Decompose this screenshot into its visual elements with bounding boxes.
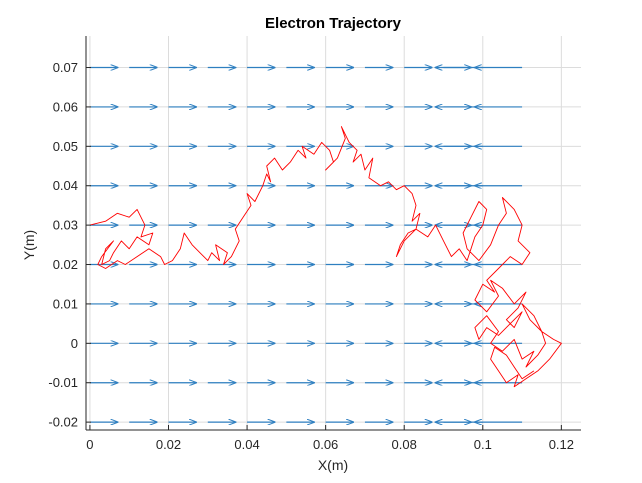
field-vectors <box>89 68 523 423</box>
x-tick-labels: 0 0.02 0.04 0.06 0.08 0.1 0.12 <box>86 437 574 452</box>
x-axis-label: X(m) <box>318 457 348 473</box>
y-axis-label: Y(m) <box>21 230 37 260</box>
x-tick-label: 0.08 <box>392 437 417 452</box>
y-tick-label: 0.02 <box>53 257 78 272</box>
y-tick-label: 0.04 <box>53 178 78 193</box>
trajectory-line <box>89 126 562 388</box>
x-tick-label: 0.06 <box>313 437 338 452</box>
y-tick-label: -0.01 <box>48 375 78 390</box>
y-tick-label: -0.02 <box>48 415 78 430</box>
y-tick-label: 0.07 <box>53 60 78 75</box>
x-tick-label: 0.04 <box>234 437 259 452</box>
y-tick-label: 0 <box>71 336 78 351</box>
x-tick-label: 0.12 <box>549 437 574 452</box>
x-tick-label: 0.1 <box>474 437 492 452</box>
y-tick-label: 0.05 <box>53 139 78 154</box>
y-tick-label: 0.01 <box>53 296 78 311</box>
plot-area <box>86 36 581 430</box>
x-tick-label: 0 <box>86 437 93 452</box>
axes <box>85 36 581 431</box>
chart-title: Electron Trajectory <box>265 15 402 32</box>
y-tick-label: 0.03 <box>53 218 78 233</box>
trajectory-series <box>89 126 562 388</box>
y-tick-labels: -0.02 -0.01 0 0.01 0.02 0.03 0.04 0.05 0.06 0.07 <box>48 60 78 430</box>
x-tick-label: 0.02 <box>156 437 181 452</box>
y-tick-label: 0.06 <box>53 99 78 114</box>
